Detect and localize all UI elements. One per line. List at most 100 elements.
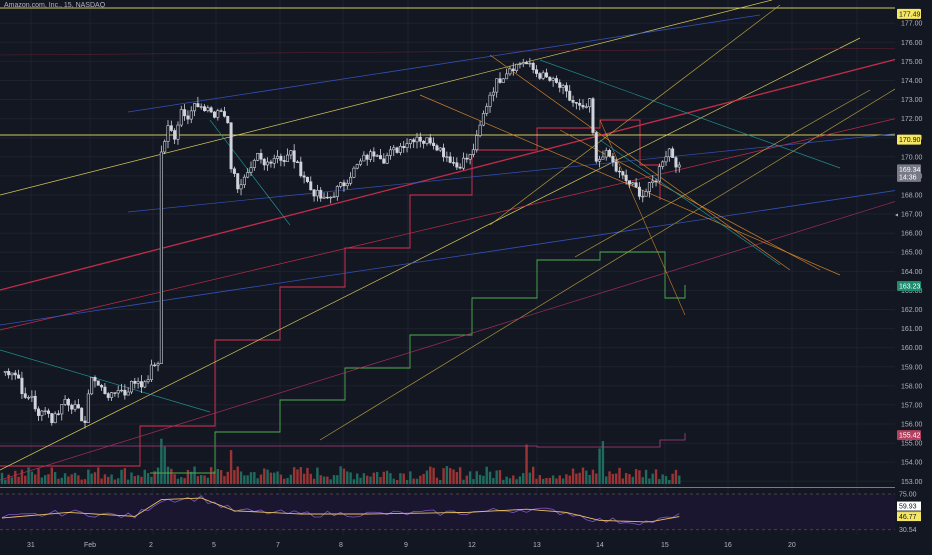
volume-bar [67, 476, 70, 484]
candle-body [452, 162, 456, 164]
rsi-badge [897, 512, 921, 522]
time-tick-label: 31 [27, 542, 35, 549]
volume-bar [654, 469, 658, 484]
candle-body [594, 132, 598, 162]
volume-bar [664, 476, 668, 484]
volume-bar [412, 478, 415, 484]
time-tick-label: 20 [788, 542, 796, 549]
symbol-legend[interactable]: Amazon.com, Inc., 15, NASDAQ [4, 2, 106, 9]
price-axis[interactable]: 177.00176.00175.00174.00173.00172.00171.… [895, 0, 932, 550]
trend-line[interactable] [127, 129, 932, 213]
candle-body [378, 155, 382, 160]
volume-bar [213, 471, 216, 484]
trend-line[interactable] [539, 59, 841, 169]
candle-body [133, 381, 137, 384]
rsi-band [0, 494, 895, 530]
trend-line[interactable] [419, 94, 841, 276]
candle-body [259, 153, 263, 160]
price-badge-label: 163.23 [899, 284, 921, 291]
candle-body [319, 189, 323, 199]
volume-bar [442, 468, 445, 484]
volume-bar [326, 476, 329, 484]
volume-bar [263, 468, 266, 484]
candle-body [548, 76, 552, 81]
volume-bar [190, 471, 193, 484]
volume-bar [508, 478, 512, 484]
volume-bar [123, 468, 127, 484]
volume-bar [565, 474, 568, 484]
volume-bars [0, 438, 681, 484]
time-tick-label: 15 [661, 542, 669, 549]
candle-body [30, 395, 34, 398]
price-tick-label: 164.00 [901, 269, 923, 276]
trend-line[interactable] [559, 129, 821, 271]
candle-body [305, 176, 309, 183]
trend-line[interactable] [0, 109, 932, 331]
trend-line[interactable] [0, 189, 932, 481]
candle-body [83, 420, 87, 423]
volume-bar [97, 467, 100, 484]
candle-body [199, 106, 203, 108]
volume-bar [548, 477, 551, 484]
trend-line[interactable] [0, 349, 211, 413]
candle-body [266, 161, 270, 166]
time-tick-label: 14 [596, 542, 604, 549]
volume-bar [362, 473, 366, 484]
candle-body [129, 381, 133, 393]
volume-bar [369, 476, 372, 484]
volume-bar [332, 475, 336, 484]
candle-body [43, 410, 47, 412]
price-tick-label: 168.00 [901, 192, 923, 199]
trend-line[interactable] [319, 85, 901, 441]
volume-bar [415, 478, 419, 484]
volume-bar [339, 466, 342, 484]
trend-line[interactable] [0, 184, 932, 326]
candle-body [352, 167, 356, 178]
candle-body [136, 381, 140, 384]
candle-body [591, 98, 595, 133]
candle-body [445, 156, 449, 158]
candle-body [488, 94, 492, 107]
candle-body [438, 147, 442, 151]
candle-body [425, 137, 429, 144]
trend-line[interactable] [0, 0, 773, 196]
candle-body [664, 156, 668, 163]
volume-bar [462, 479, 465, 484]
candle-body [448, 156, 452, 163]
price-tick-label: 163.00 [901, 288, 923, 295]
volume-bar [107, 476, 110, 484]
volume-bar [488, 471, 492, 484]
candle-body [40, 410, 44, 416]
price-axis-bg [895, 0, 932, 550]
candle-body [349, 176, 353, 184]
volume-bar [306, 467, 309, 484]
candle-body [442, 147, 446, 158]
price-tick-label: 173.00 [901, 97, 923, 104]
candle-body [279, 155, 283, 161]
trend-line[interactable] [489, 54, 791, 271]
trend-line[interactable] [0, 49, 932, 291]
drawing-lines[interactable] [0, 0, 932, 481]
price-tick-label: 159.00 [901, 364, 923, 371]
volume-bar [236, 466, 239, 484]
price-badge [897, 430, 921, 441]
trend-line[interactable] [0, 47, 932, 56]
candle-body [232, 168, 236, 174]
candle-body [110, 392, 114, 398]
volume-bar [316, 467, 319, 484]
time-axis[interactable]: 31 Feb 2 5 7 8 9 12 13 14 15 16 20 [0, 536, 932, 550]
price-badge [897, 171, 921, 182]
trend-line[interactable] [0, 37, 861, 471]
trend-line[interactable] [127, 14, 761, 113]
trend-line[interactable] [599, 139, 781, 266]
candle-body [80, 407, 84, 422]
trend-line[interactable] [574, 89, 871, 258]
trend-line[interactable] [489, 4, 781, 226]
trend-line[interactable] [599, 119, 686, 316]
rsi-tick-label: 30.54 [899, 527, 917, 534]
price-badge-label: 14:36 [899, 174, 917, 181]
candle-body [618, 170, 622, 173]
volume-bar [140, 476, 143, 484]
